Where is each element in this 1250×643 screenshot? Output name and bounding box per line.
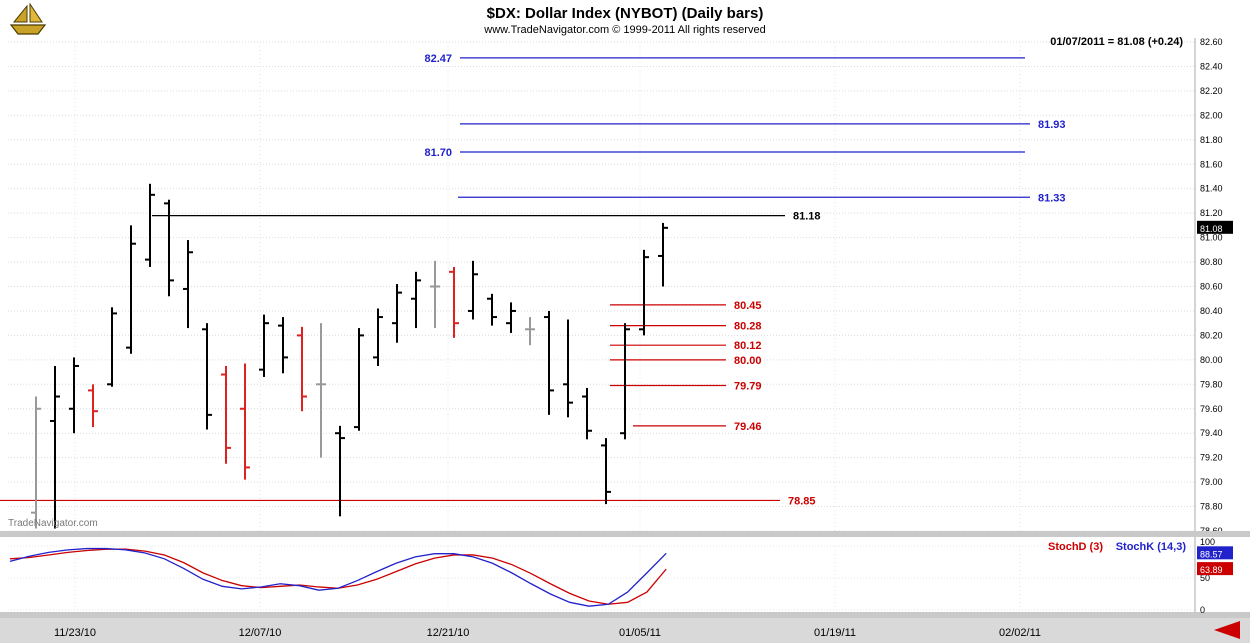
price-axis-label: 82.20 — [1200, 86, 1223, 96]
chart-title: $DX: Dollar Index (NYBOT) (Daily bars) — [486, 5, 764, 22]
last-quote-readout: 01/07/2011 = 81.08 (+0.24) — [1050, 36, 1183, 48]
date-label: 02/02/11 — [999, 627, 1041, 639]
level-label: 80.00 — [734, 355, 762, 367]
watermark-text: TradeNavigator.com — [8, 518, 98, 529]
date-label: 01/05/11 — [619, 627, 661, 639]
level-label: 81.33 — [1038, 192, 1066, 204]
copyright-text: www.TradeNavigator.com © 1999-2011 All r… — [484, 24, 766, 36]
hull — [9, 24, 47, 35]
sail-right — [29, 3, 43, 23]
price-axis-label: 79.00 — [1200, 477, 1223, 487]
stochk-value: 88.57 — [1200, 549, 1223, 559]
level-label: 81.93 — [1038, 119, 1066, 131]
price-axis-label: 81.20 — [1200, 208, 1223, 218]
price-axis-label: 81.00 — [1200, 233, 1223, 243]
price-axis-label: 79.80 — [1200, 379, 1223, 389]
scroll-left-arrow-icon[interactable] — [1214, 621, 1240, 639]
panel-splitter[interactable] — [0, 531, 1250, 537]
price-axis-label: 80.20 — [1200, 330, 1223, 340]
price-axis-label: 78.80 — [1200, 502, 1223, 512]
level-label: 79.79 — [734, 381, 762, 393]
last-price-value: 81.08 — [1200, 224, 1223, 234]
sail-left — [12, 4, 28, 23]
level-label: 81.18 — [793, 211, 821, 223]
stoch-axis-label: 100 — [1200, 537, 1215, 547]
stochd-badge — [1197, 562, 1233, 576]
stochd-value: 63.89 — [1200, 565, 1223, 575]
stochd-line[interactable] — [9, 548, 667, 605]
level-label: 80.12 — [734, 340, 762, 352]
price-axis-label: 80.40 — [1200, 306, 1223, 316]
price-axis-label: 82.60 — [1200, 37, 1223, 47]
level-label: 80.28 — [734, 321, 762, 333]
price-axis-label: 81.80 — [1200, 135, 1223, 145]
date-label: 01/19/11 — [814, 627, 856, 639]
genesis-sailboat-logo[interactable] — [8, 3, 48, 37]
stoch-axis-label: 50 — [1200, 573, 1210, 583]
panel-splitter[interactable] — [0, 612, 1250, 618]
price-axis-label: 79.40 — [1200, 428, 1223, 438]
price-axis-label: 82.00 — [1200, 110, 1223, 120]
price-axis-label: 81.40 — [1200, 184, 1223, 194]
price-axis-label: 79.60 — [1200, 404, 1223, 414]
stochk-legend: StochK (14,3) — [1116, 541, 1187, 553]
date-label: 12/07/10 — [239, 627, 282, 639]
level-label: 81.70 — [424, 147, 452, 159]
last-price-badge — [1197, 220, 1233, 234]
price-axis-label: 80.80 — [1200, 257, 1223, 267]
chart-header: $DX: Dollar Index (NYBOT) (Daily bars) w… — [0, 0, 1250, 48]
level-label: 79.46 — [734, 421, 762, 433]
date-axis-strip[interactable] — [0, 618, 1250, 643]
level-label: 80.45 — [734, 300, 762, 312]
stochk-badge — [1197, 546, 1233, 560]
price-axis-label: 80.60 — [1200, 282, 1223, 292]
stochd-legend: StochD (3) — [1048, 541, 1103, 553]
level-label: 82.47 — [424, 53, 452, 65]
level-label: 78.85 — [788, 495, 816, 507]
stoch-axis-label: 0 — [1200, 605, 1205, 615]
price-axis-label: 80.00 — [1200, 355, 1223, 365]
price-axis-label: 82.40 — [1200, 61, 1223, 71]
date-label: 12/21/10 — [427, 627, 470, 639]
stochk-line[interactable] — [9, 547, 667, 607]
price-axis-label: 79.20 — [1200, 453, 1223, 463]
date-label: 11/23/10 — [54, 627, 96, 639]
price-axis-label: 81.60 — [1200, 159, 1223, 169]
